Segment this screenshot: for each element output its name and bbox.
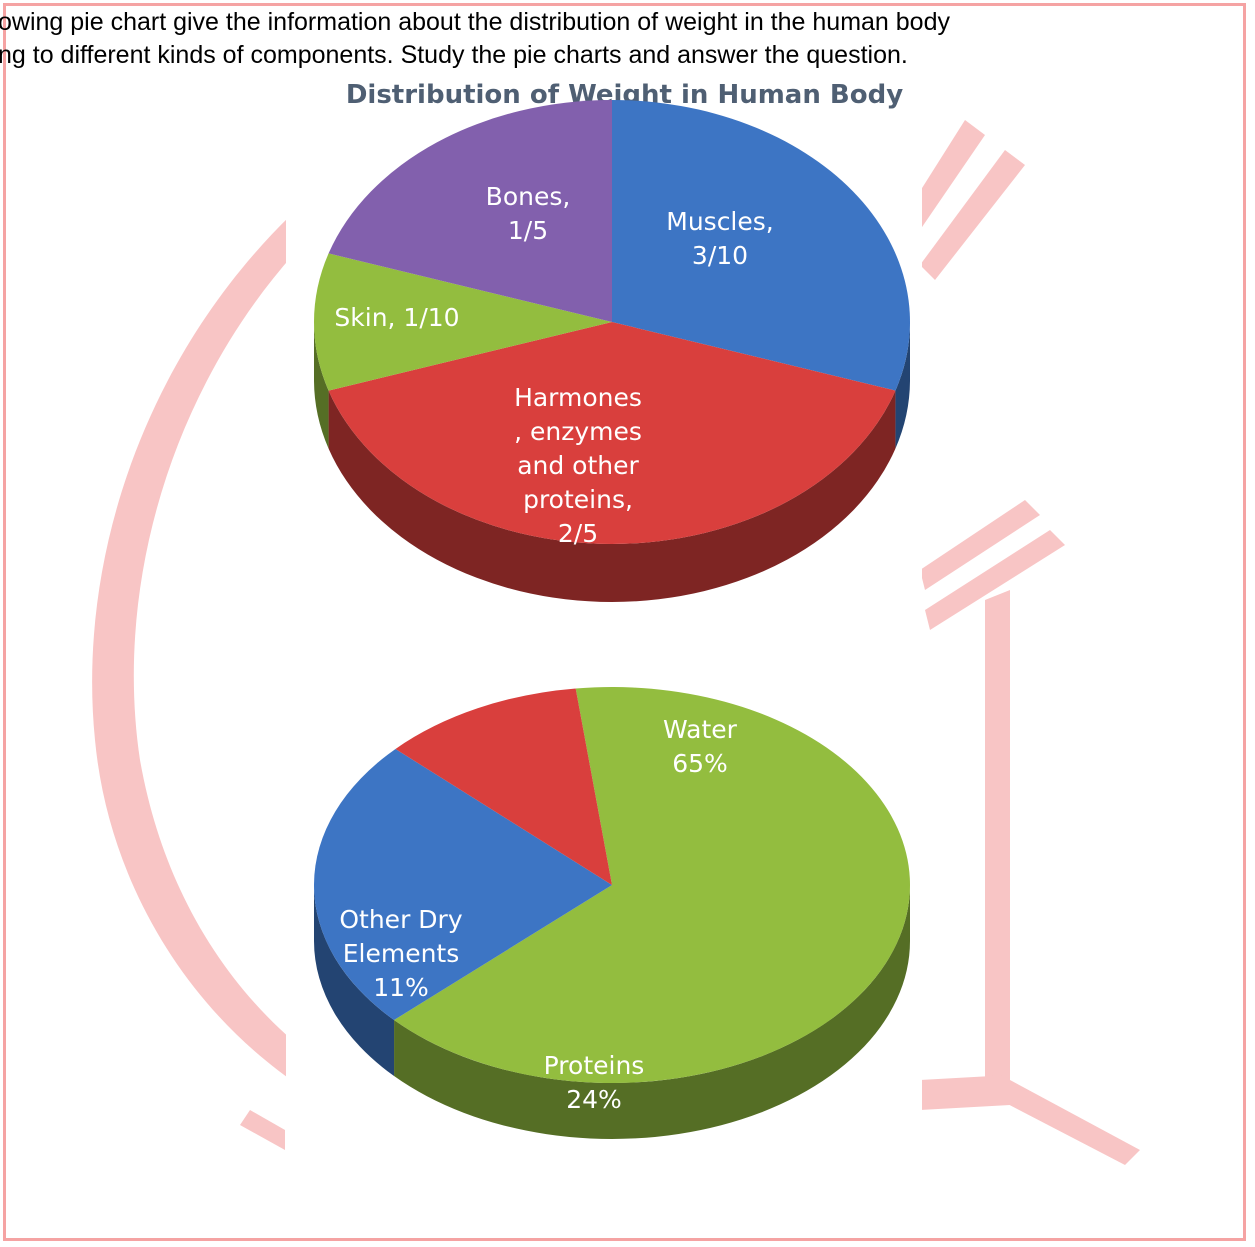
pie-slice-water [394, 687, 910, 1083]
pie-side-skin [314, 322, 329, 449]
pie-side-muscles [895, 322, 910, 449]
pie-slice-muscles [612, 100, 910, 391]
page-frame [3, 3, 1246, 1241]
pie-chart-water-composition: Water 65% Proteins 24% Other Dry Elements 11% [313, 687, 911, 1139]
slice-label-harmones: Harmones, enzymes and other proteins, 2/5 [514, 383, 642, 548]
slice-label-skin: Skin, 1/10 [334, 303, 459, 332]
pie-side-harmones [328, 390, 896, 603]
pie-slice-other [395, 688, 612, 885]
slice-label-other: Other Dry Elements 11% [339, 905, 462, 1002]
intro-line-1: owing pie chart give the information abo… [0, 8, 950, 36]
watermark-stroke-1 [905, 120, 985, 230]
slice-label-bones: Bones, 1/5 [486, 182, 571, 245]
watermark-stroke-6 [1000, 1080, 1140, 1165]
watermark-arc [92, 180, 401, 1120]
pie-slice-bones [328, 100, 612, 322]
watermark-stroke-8 [920, 1075, 1010, 1110]
pie-chart-body-composition: Muscles, 3/10 Harmones, enzymes and other pr… [313, 100, 910, 603]
pie-slice-proteins [313, 748, 612, 1021]
watermark-stroke-3 [920, 500, 1040, 590]
pie-side-water [394, 885, 911, 1139]
slice-label-muscles: Muscles, 3/10 [666, 207, 773, 270]
slice-label-proteins: Proteins 24% [544, 1051, 645, 1114]
intro-line-2: ng to different kinds of components. Stu… [0, 41, 908, 69]
watermark-stroke-4 [925, 530, 1065, 630]
pie-slice-skin [313, 253, 612, 391]
watermark-stroke-5 [985, 590, 1010, 1080]
pie-side-proteins [314, 885, 395, 1077]
slice-label-water: Water 65% [663, 715, 738, 778]
watermark-stroke-7 [240, 1110, 285, 1150]
intro-text: owing pie chart give the information abo… [0, 6, 1255, 72]
watermark-stroke-2 [920, 150, 1025, 280]
pie-slice-harmones [328, 322, 896, 545]
